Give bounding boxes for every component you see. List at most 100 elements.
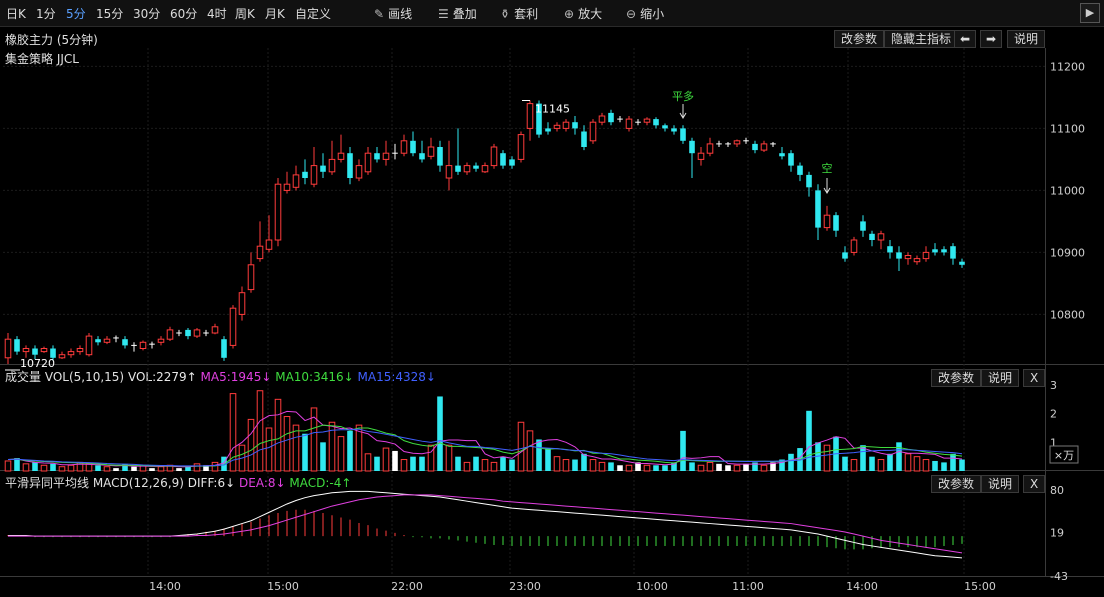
volume-bar — [490, 461, 498, 472]
tool-label: 画线 — [388, 7, 413, 21]
toolbar: 日K 1分 5分 15分 30分 60分 4时 周K 月K 自定义 ✎ 画线 ☰ 叠加 ⚱ 套利 ⊕ 放大 ⊖ 缩小… — [0, 0, 1104, 27]
volume-bar — [166, 464, 174, 472]
volume-bar — [337, 436, 345, 472]
macd-params-button[interactable]: 改参数 — [931, 475, 982, 493]
macd-dot — [115, 536, 117, 538]
vol-value: VOL:2279↑ — [127, 370, 197, 384]
volume-bar — [176, 468, 182, 471]
period-tab-1[interactable]: 1分 — [36, 7, 56, 21]
volume-bar — [788, 453, 794, 471]
volume-bar — [625, 464, 633, 472]
period-tab-0[interactable]: 日K — [6, 7, 26, 21]
volume-bar — [869, 456, 875, 471]
tool-moneybag-button[interactable]: ⚱ 套利 — [500, 5, 538, 22]
move-left-button[interactable]: ⬅ — [954, 30, 977, 48]
volume-bar — [671, 462, 677, 471]
volume-unit-box — [1049, 445, 1079, 464]
volume-bar — [76, 461, 84, 472]
candle-up — [166, 329, 174, 340]
macd-diff: DIFF:6↓ — [187, 476, 236, 490]
volume-close-button[interactable]: X — [1023, 369, 1046, 387]
tool-pen-button[interactable]: ✎ 画线 — [374, 5, 412, 22]
volume-bar — [328, 421, 336, 472]
candle-up — [76, 348, 84, 353]
candle-down — [869, 233, 875, 240]
volume-bar — [139, 464, 147, 472]
macd-dot — [34, 536, 36, 538]
period-tab-3[interactable]: 15分 — [96, 7, 124, 21]
macd-dot — [124, 536, 126, 538]
volume-bar — [922, 459, 930, 472]
candle-up — [427, 146, 435, 157]
tool-zoom-in-button[interactable]: ⊕ 放大 — [564, 5, 602, 22]
scroll-right-button[interactable]: ▶ — [1080, 3, 1100, 23]
volume-bar — [229, 393, 237, 472]
volume-bar — [770, 462, 776, 471]
move-right-button[interactable]: ➡ — [980, 30, 1003, 48]
candle-up — [310, 165, 318, 185]
macd-dot — [88, 536, 90, 538]
volume-bar — [203, 465, 209, 471]
candle-down — [779, 153, 785, 157]
signal-flat-long: 平多 — [672, 89, 694, 103]
volume-params-button[interactable]: 改参数 — [931, 369, 982, 387]
volume-bar — [680, 430, 686, 471]
volume-bar — [320, 442, 326, 471]
candle-down — [860, 221, 866, 231]
macd-dot — [106, 536, 108, 538]
candle-down — [689, 140, 695, 154]
period-tab-9[interactable]: 自定义 — [295, 7, 332, 21]
candle-up — [760, 143, 768, 151]
period-tab-5[interactable]: 60分 — [170, 7, 198, 21]
main-explain-button[interactable]: 说明 — [1007, 30, 1046, 48]
strategy-label: 集金策略 JJCL — [5, 52, 79, 66]
candle-down — [752, 143, 758, 151]
volume-tick-label: 1 — [1050, 436, 1057, 449]
candle-down — [473, 165, 479, 169]
x-axis-label: 23:00 — [509, 580, 541, 593]
main-params-button[interactable]: 改参数 — [834, 30, 885, 48]
hide-indicator-button[interactable]: 隐藏主指标 — [884, 30, 959, 48]
candle-down — [662, 125, 668, 129]
volume-bar — [860, 445, 866, 471]
volume-bar — [706, 461, 714, 472]
candle-up — [517, 134, 525, 160]
vol-ma15: MA15:4328↓ — [357, 370, 436, 384]
macd-dot — [169, 536, 171, 538]
macd-dot — [61, 536, 63, 538]
macd-explain-button[interactable]: 说明 — [981, 475, 1020, 493]
macd-dea-line — [8, 494, 963, 554]
volume-bar — [643, 464, 651, 472]
macd-dot — [52, 536, 54, 538]
candle-up — [643, 118, 651, 123]
volume-bar — [221, 456, 227, 471]
macd-close-button[interactable]: X — [1023, 475, 1046, 493]
candle-down — [788, 153, 794, 166]
volume-bar — [445, 444, 453, 472]
x-axis-label: 15:00 — [267, 580, 299, 593]
period-tab-7[interactable]: 周K — [235, 7, 255, 21]
candle-down — [347, 153, 353, 178]
volume-bar — [581, 453, 587, 471]
macd-dot — [412, 536, 414, 538]
volume-explain-button[interactable]: 说明 — [981, 369, 1020, 387]
volume-bar — [22, 463, 30, 472]
period-tab-8[interactable]: 月K — [265, 7, 285, 21]
macd-dot — [79, 536, 81, 538]
volume-bar — [185, 466, 191, 471]
period-tab-6[interactable]: 4时 — [207, 7, 227, 21]
candle-up — [553, 124, 561, 129]
volume-unit-label: ×万 — [1054, 449, 1074, 462]
volume-bar — [437, 396, 443, 471]
tool-zoom-out-button[interactable]: ⊖ 缩小 — [626, 5, 664, 22]
candle-up — [193, 329, 201, 337]
period-tab-2[interactable]: 5分 — [66, 7, 86, 21]
x-axis-label: 10:00 — [636, 580, 668, 593]
volume-bar — [697, 464, 705, 472]
candle-down — [581, 131, 587, 147]
tool-stack-button[interactable]: ☰ 叠加 — [438, 5, 477, 22]
candle-down — [950, 246, 956, 259]
candle-up — [922, 251, 930, 260]
candle-up — [283, 183, 291, 191]
period-tab-4[interactable]: 30分 — [133, 7, 161, 21]
